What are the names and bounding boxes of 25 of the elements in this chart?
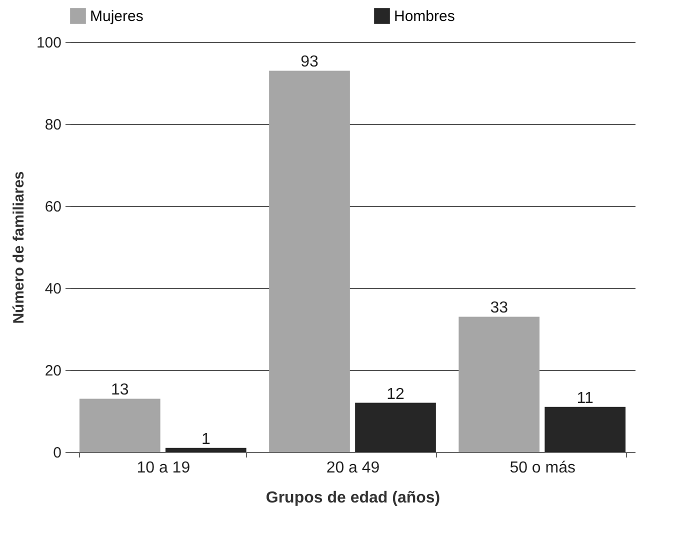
y-tick-label: 60 [44,198,62,216]
bar [165,448,246,452]
data-label: 93 [300,54,318,71]
data-label: 13 [111,382,129,399]
bar [355,402,436,452]
bar [544,406,626,452]
x-tick-label: 10 a 19 [136,460,190,476]
bar [269,70,350,452]
legend-label: Hombres [394,8,455,25]
y-axis-title: Número de familiares [10,171,28,324]
data-label: 12 [386,386,404,403]
x-tick-label: 20 a 49 [326,460,380,476]
bar [458,316,540,452]
y-tick-label: 40 [44,280,62,298]
y-tick-label: 80 [44,116,62,134]
y-tick-label: 20 [44,362,62,380]
y-tick-label: 0 [53,444,62,462]
bar [79,398,160,452]
x-axis-title: Grupos de edad (años) [266,490,440,506]
legend-label: Mujeres [90,8,144,25]
data-label: 1 [201,430,210,448]
x-tick-label: 50 o más [510,460,576,476]
y-tick-label: 100 [36,34,62,52]
data-label: 33 [490,300,508,317]
data-label: 11 [576,390,594,407]
